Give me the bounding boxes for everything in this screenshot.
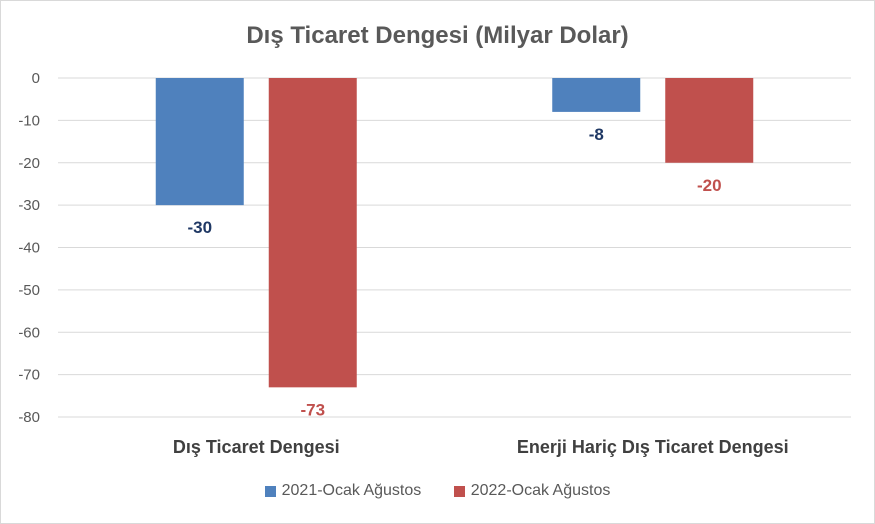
legend-label-2022: 2022-Ocak Ağustos: [470, 482, 611, 499]
legend-item-2021: 2021-Ocak Ağustos: [264, 482, 422, 500]
bar: [665, 78, 754, 163]
legend-item-2022: 2022-Ocak Ağustos: [453, 482, 611, 500]
legend-swatch-2021: [264, 485, 276, 497]
category-label: Dış Ticaret Dengesi: [173, 437, 340, 457]
chart-title: Dış Ticaret Dengesi (Milyar Dolar): [246, 22, 629, 49]
y-tick-label: -10: [18, 112, 40, 129]
y-tick-label: -70: [18, 367, 40, 384]
y-tick-label: -30: [18, 197, 40, 214]
bar: [268, 78, 357, 388]
data-label: -30: [187, 218, 212, 237]
y-tick-label: 0: [32, 70, 40, 87]
y-tick-label: -60: [18, 324, 40, 341]
data-label: -73: [300, 400, 325, 419]
data-label: -8: [589, 125, 604, 144]
legend-label-2021: 2021-Ocak Ağustos: [281, 482, 422, 499]
y-tick-label: -50: [18, 282, 40, 299]
category-label: Enerji Hariç Dış Ticaret Dengesi: [517, 437, 789, 457]
bar: [552, 78, 641, 112]
y-tick-label: -20: [18, 155, 40, 172]
data-label: -20: [697, 176, 722, 195]
bar: [155, 78, 244, 206]
y-tick-label: -40: [18, 240, 40, 257]
legend-swatch-2022: [453, 485, 465, 497]
chart-legend: 2021-Ocak Ağustos 2022-Ocak Ağustos: [0, 482, 875, 502]
y-tick-label: -80: [18, 409, 40, 426]
